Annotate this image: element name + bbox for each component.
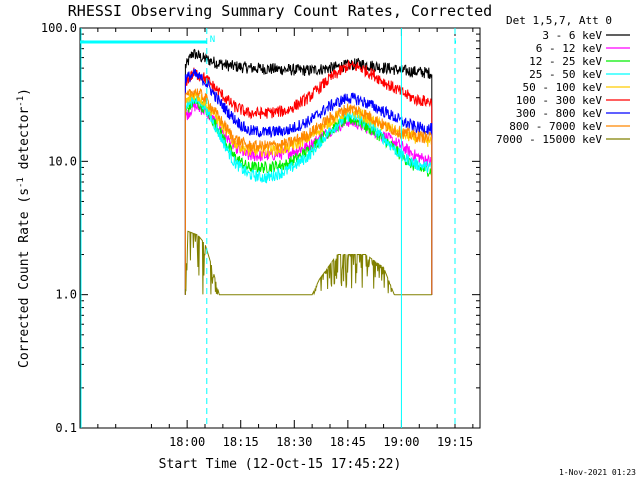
plot-frame — [79, 27, 481, 429]
annotations: N — [80, 28, 456, 428]
y-axis-label: Corrected Count Rate (s-1 detector-1) — [16, 88, 32, 368]
x-tick-label: 18:00 — [169, 435, 205, 449]
y-axis-label-part3: ) — [17, 88, 32, 96]
legend-label: 800 - 7000 keV — [509, 120, 602, 133]
y-tick-label: 0.1 — [55, 421, 77, 435]
y-axis-label-exp2: -1 — [16, 96, 26, 107]
series-line-5 — [184, 60, 433, 295]
series-line-6 — [184, 68, 433, 295]
y-tick-label: 100.0 — [41, 21, 77, 35]
x-tick-label: 18:15 — [223, 435, 259, 449]
chart-title: RHESSI Observing Summary Count Rates, Co… — [68, 2, 492, 20]
x-tick-label: 18:45 — [330, 435, 366, 449]
series-line-7 — [184, 88, 433, 295]
series-line-8 — [184, 230, 432, 296]
legend-label: 6 - 12 keV — [536, 42, 603, 55]
legend-label: 50 - 100 keV — [523, 81, 603, 94]
series-line-0 — [184, 48, 433, 295]
night-marker-label: N — [210, 35, 215, 45]
legend-header: Det 1,5,7, Att 0 — [506, 14, 612, 27]
data-series — [184, 48, 433, 296]
legend-label: 25 - 50 keV — [529, 68, 602, 81]
y-axis-label-part2: detector — [17, 107, 32, 178]
series-line-3 — [184, 94, 433, 295]
legend-label: 300 - 800 keV — [516, 107, 602, 120]
y-axis-label-part1: Corrected Count Rate (s — [17, 188, 32, 368]
y-tick-label: 10.0 — [48, 154, 77, 168]
x-tick-label: 19:15 — [437, 435, 473, 449]
footer-timestamp: 1-Nov-2021 01:23 — [559, 468, 636, 477]
legend-label: 12 - 25 keV — [529, 55, 602, 68]
legend-label: 100 - 300 keV — [516, 94, 602, 107]
legend-label: 7000 - 15000 keV — [496, 133, 602, 146]
x-tick-label: 19:00 — [383, 435, 419, 449]
axes: 100.0 10.0 1.0 0.1 18:00 18:15 18:30 18:45 19:00… — [41, 21, 481, 449]
y-axis-label-exp1: -1 — [16, 177, 26, 188]
legend-label: 3 - 6 keV — [542, 29, 602, 42]
x-tick-label: 18:30 — [276, 435, 312, 449]
x-axis-label: Start Time (12-Oct-15 17:45:22) — [159, 457, 402, 472]
y-tick-label: 1.0 — [55, 288, 77, 302]
